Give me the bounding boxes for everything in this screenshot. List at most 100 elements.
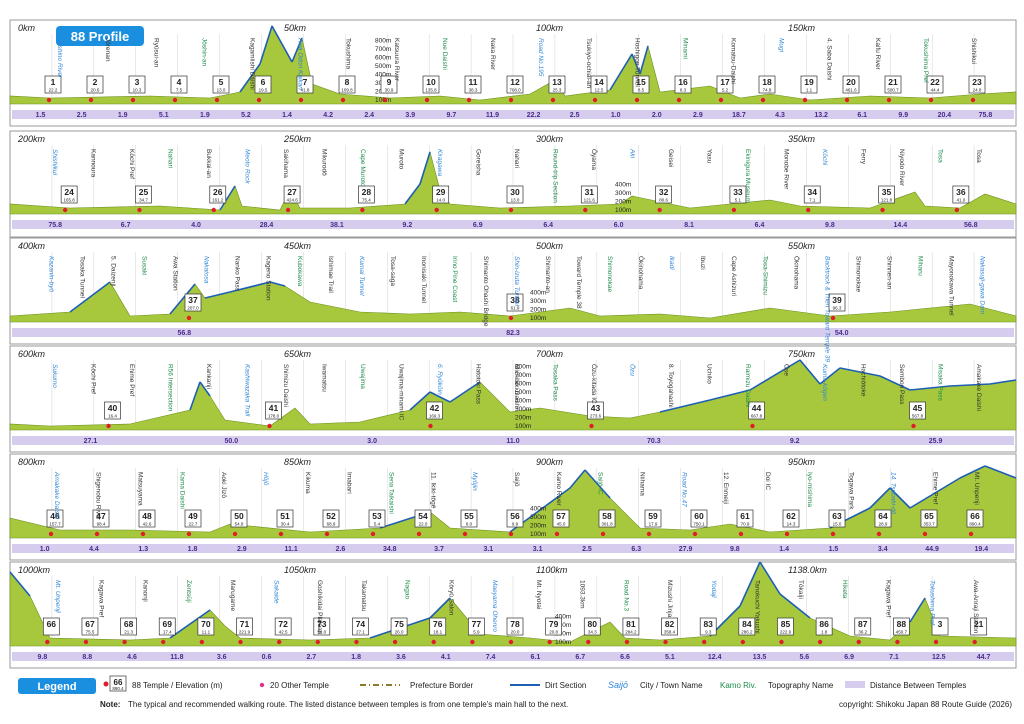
temple-number: 27 [287,187,297,197]
distance-bar [12,220,1014,229]
elevation-axis-label: 100m [615,207,631,214]
temple-number: 50 [234,511,244,521]
temple-elevation: 36.2 [858,630,867,635]
km-label: 900km [536,457,564,467]
temple-number: 13 [552,77,562,87]
temple-number: 23 [972,77,982,87]
dirt-section [379,465,1017,533]
elevation-axis-label: 800m [515,364,531,371]
temple-number: 18 [762,77,772,87]
distance-value: 4.2 [323,112,333,119]
temple-elevation: 42.5 [279,630,288,635]
temple-number: 20 [846,77,856,87]
temple-number: 25 [139,187,149,197]
temple-dot [547,639,552,645]
place-name: Goshikidai Plateau [316,580,323,635]
temple-box [338,75,356,94]
place-name: Ryūsui-an [152,38,159,68]
elevation-axis-label: 400m [615,182,631,189]
legend-topo-sample: Kamo Riv. [720,681,756,690]
temple-elevation: 161.2 [212,198,224,203]
place-name: 5. Daizenji [110,256,117,286]
place-name: Iwamatsu [321,364,328,392]
distance-bar [12,436,1014,445]
temple-dot [285,207,291,213]
temple-number: 42 [430,403,440,413]
temple-marker: 47.5 [170,75,188,103]
temple-marker: 513.0 [212,75,230,103]
distance-value: 4.4 [89,546,99,553]
distance-value: 6.9 [473,222,483,229]
temple-dot [646,531,652,537]
distance-value: 3.7 [434,546,444,553]
place-name: Sakaide [273,580,280,604]
place-name: Shishikui [51,149,58,176]
legend-sample-number: 66 [114,678,123,687]
distance-value: 6.7 [121,222,131,229]
temple-elevation: 38.3 [469,88,478,93]
temple-dot [844,97,850,103]
temple-elevation: 121.8 [881,198,893,203]
temple-elevation: 8.5 [638,88,645,93]
temple-elevation: 1.1 [806,88,813,93]
place-name: Monobe River [782,149,789,190]
temple-number: 84 [742,619,752,629]
place-name: 11. Ikiki-tōgē [429,472,436,509]
temple-dot [130,97,136,103]
place-name: Nagao [404,580,411,600]
place-name: Komatsu-Daishi [729,38,736,84]
temple-elevation: 10.3 [133,88,142,93]
temple-dot [663,639,668,645]
place-name: 14. Tsubaki-dō [889,472,896,515]
place-name: Mayonokawa Tunnel [947,256,954,316]
temple-elevation: 8.3 [680,88,687,93]
place-name: Mt. Nyotai [535,580,542,609]
temple-elevation: 75.4 [362,198,371,203]
temple-number: 26 [213,187,223,197]
legend-title-bg [18,678,96,694]
temple-dot [895,639,900,645]
temple-number: 21 [974,619,984,629]
temple-number: 54 [418,511,428,521]
place-name: Saijō [513,472,520,487]
temple-number: 24 [64,187,74,197]
place-name: Jōrenan [104,38,111,62]
place-name: Cape Ashizuri [730,256,737,296]
temple-marker: 839.3 [699,617,717,645]
place-name: Tosa [975,149,982,163]
temple-box [414,509,432,528]
elevation-axis-label: 300m [530,298,546,305]
temple-dot [784,531,790,537]
place-name: Doi IC [764,472,771,490]
temple-box [952,185,970,204]
distance-value: 3.0 [367,438,377,445]
distance-value: 14.4 [894,222,908,229]
temple-number: 15 [636,77,646,87]
place-name: Niihama [638,472,645,496]
distance-value: 2.0 [652,112,662,119]
temple-box [598,509,616,528]
temple-dot [276,639,282,645]
temple-box [104,401,121,420]
km-label: 1050km [284,565,317,575]
distance-value: 44.9 [925,546,939,553]
temple-box [699,617,717,636]
temple-dot [760,97,766,103]
temple-dot [186,531,192,537]
place-name: Tanokuchi Yakushi [754,580,761,634]
temple-dot [508,97,514,103]
place-name: R56 Intersection [167,364,174,412]
profile-row-3 [9,281,1017,323]
temple-dot [232,531,238,537]
km-label: 750km [788,349,816,359]
temple-elevation: 22.2 [49,88,58,93]
place-name: Kumai Tunnel [358,256,365,296]
temple-elevation: 8.0 [466,522,473,527]
